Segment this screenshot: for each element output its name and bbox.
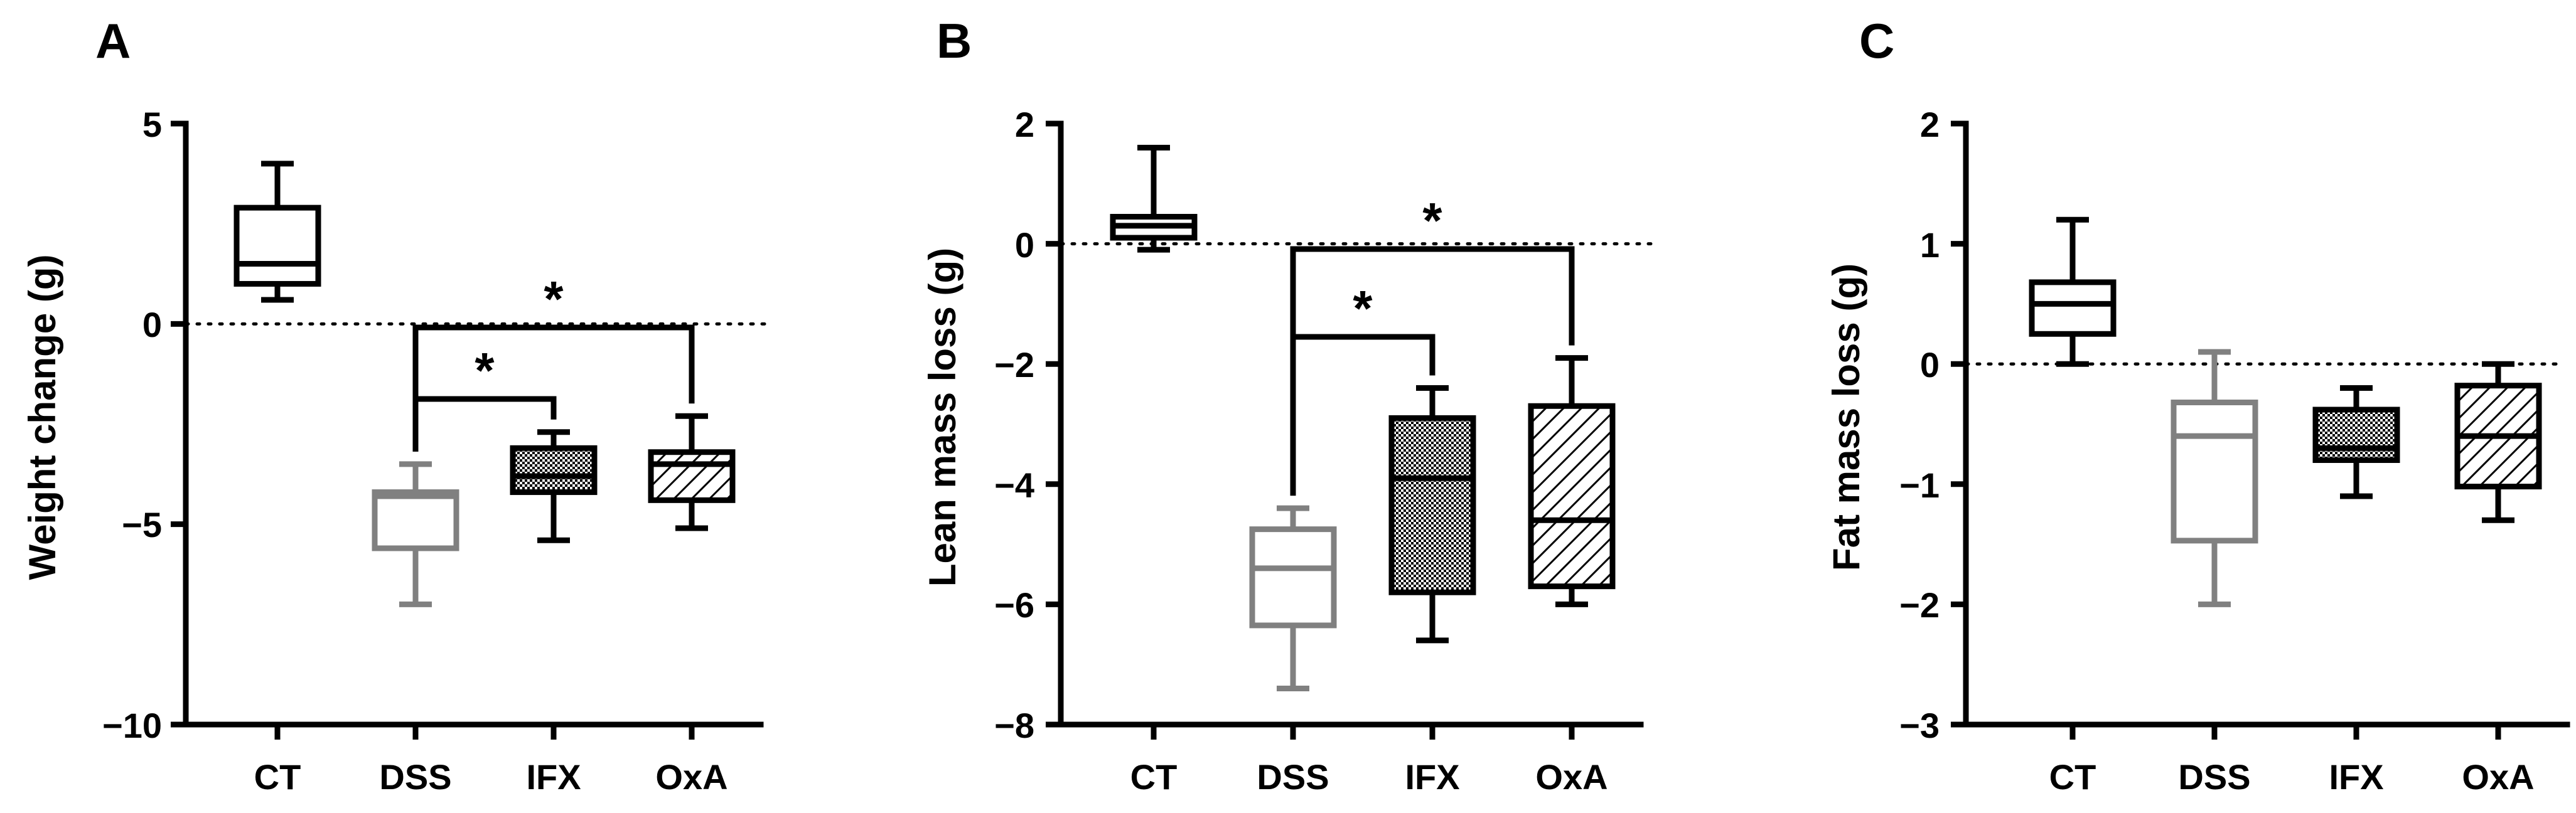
significance-star: * bbox=[1422, 193, 1442, 248]
panel-a-x-labels: CT DSS IFX OxA bbox=[254, 757, 728, 797]
panel-b-y-tick-label: 0 bbox=[1015, 225, 1034, 265]
panel-a-y-tick-label: −10 bbox=[102, 706, 162, 745]
box-iqr bbox=[1528, 403, 1616, 590]
panel-a-x-label-ifx: IFX bbox=[526, 757, 581, 797]
box-iqr bbox=[2312, 406, 2400, 463]
panel-c-y-ticks: 2 1 0 −1 −2 −3 bbox=[1899, 105, 1940, 745]
box-iqr bbox=[1388, 415, 1476, 595]
panel-c-x-label-ifx: IFX bbox=[2329, 757, 2383, 797]
box-iqr bbox=[648, 449, 736, 503]
panel-b-y-tick-label: −2 bbox=[994, 345, 1034, 385]
panel-c-box-oxa bbox=[2454, 361, 2542, 523]
box-iqr bbox=[2029, 279, 2117, 337]
panel-c-box-ifx bbox=[2312, 385, 2400, 499]
panel-c-x-label-dss: DSS bbox=[2178, 757, 2250, 797]
panel-b-y-tick-label: 2 bbox=[1015, 105, 1034, 144]
panel-b: B Lean mass loss (g) 2 0 −2 −4 −6 −8 CT … bbox=[921, 13, 1656, 797]
panel-b-y-tick-label: −8 bbox=[994, 706, 1034, 745]
panel-c-x-label-oxa: OxA bbox=[2462, 757, 2534, 797]
box-iqr bbox=[510, 445, 598, 496]
panel-b-y-tick-label: −4 bbox=[994, 465, 1034, 505]
panel-c: C Fat mass loss (g) 2 1 0 −1 −2 −3 CT DS… bbox=[1825, 13, 2570, 797]
panel-a-x-label-ct: CT bbox=[254, 757, 301, 797]
panel-c-y-tick-label: −1 bbox=[1899, 465, 1940, 505]
panel-a-significance-bracket: * bbox=[412, 343, 557, 452]
panel-c-box-ct bbox=[2029, 216, 2117, 367]
panel-a: A Weight change (g) 5 0 −5 −10 CT DSS IF… bbox=[21, 13, 771, 797]
panel-a-y-tick-label: 0 bbox=[142, 305, 162, 344]
panel-c-x-label-ct: CT bbox=[2049, 757, 2096, 797]
panel-b-x-label-dss: DSS bbox=[1257, 757, 1329, 797]
panel-c-y-tick-label: 0 bbox=[1920, 345, 1940, 385]
panel-letter-a: A bbox=[95, 13, 131, 68]
panel-a-y-ticks: 5 0 −5 −10 bbox=[102, 105, 162, 745]
panel-b-y-ticks: 2 0 −2 −4 −6 −8 bbox=[994, 105, 1034, 745]
panel-c-box-dss bbox=[2171, 349, 2258, 607]
panel-a-box-oxa bbox=[648, 413, 736, 531]
panel-a-plot: ** bbox=[171, 120, 771, 740]
panel-c-y-axis-label: Fat mass loss (g) bbox=[1825, 263, 1867, 571]
significance-star: * bbox=[1353, 280, 1373, 336]
panel-b-x-label-ct: CT bbox=[1130, 757, 1178, 797]
panel-a-box-dss bbox=[372, 461, 459, 607]
panel-c-y-tick-label: −2 bbox=[1899, 585, 1940, 625]
bracket-line bbox=[412, 324, 695, 452]
panel-a-y-tick-label: −5 bbox=[122, 505, 162, 545]
panel-c-y-tick-label: 1 bbox=[1920, 225, 1940, 265]
panel-c-x-labels: CT DSS IFX OxA bbox=[2049, 757, 2535, 797]
panel-b-box-dss bbox=[1249, 505, 1337, 692]
panel-a-y-tick-label: 5 bbox=[142, 105, 162, 144]
significance-star: * bbox=[544, 271, 564, 327]
panel-c-plot bbox=[1951, 120, 2570, 740]
panel-letter-b: B bbox=[936, 13, 972, 68]
panel-a-significance-bracket: * bbox=[412, 271, 695, 452]
panel-a-box-ct bbox=[233, 161, 321, 303]
box-iqr bbox=[2171, 400, 2258, 544]
panel-b-x-label-oxa: OxA bbox=[1535, 757, 1607, 797]
panel-b-y-axis-label: Lean mass loss (g) bbox=[921, 248, 963, 587]
box-iqr bbox=[372, 489, 459, 551]
panel-c-y-tick-label: 2 bbox=[1920, 105, 1940, 144]
panel-b-plot: ** bbox=[1046, 120, 1656, 740]
panel-b-x-labels: CT DSS IFX OxA bbox=[1130, 757, 1608, 797]
box-iqr bbox=[233, 205, 321, 287]
panel-a-x-label-dss: DSS bbox=[379, 757, 451, 797]
panel-a-y-axis-label: Weight change (g) bbox=[21, 255, 63, 580]
panel-b-box-oxa bbox=[1528, 355, 1616, 607]
bracket-line bbox=[1290, 246, 1575, 496]
panel-b-box-ct bbox=[1110, 144, 1198, 253]
panel-c-y-tick-label: −3 bbox=[1899, 706, 1940, 745]
significance-star: * bbox=[475, 343, 495, 398]
panel-a-box-ifx bbox=[510, 429, 598, 543]
panel-a-x-label-oxa: OxA bbox=[655, 757, 727, 797]
panel-b-significance-bracket: * bbox=[1290, 193, 1575, 496]
panel-b-y-tick-label: −6 bbox=[994, 585, 1034, 625]
panel-b-x-label-ifx: IFX bbox=[1405, 757, 1459, 797]
panel-letter-c: C bbox=[1859, 13, 1894, 68]
panel-b-box-ifx bbox=[1388, 385, 1476, 644]
box-iqr bbox=[1249, 526, 1337, 629]
bracket-line bbox=[412, 396, 557, 452]
